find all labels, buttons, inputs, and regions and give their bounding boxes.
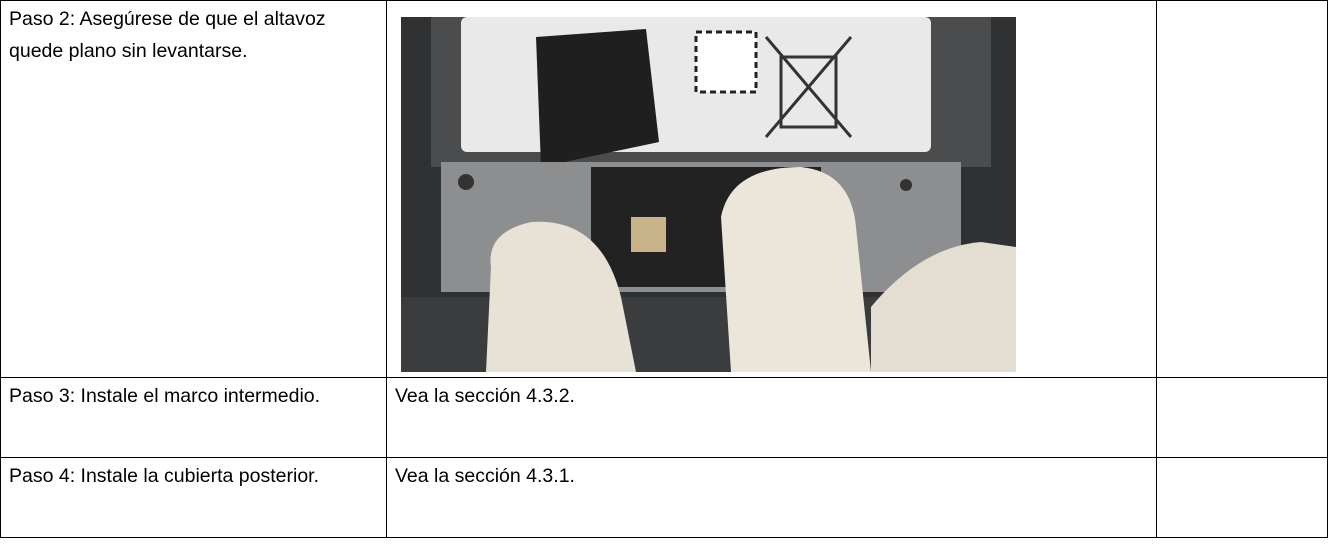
note-cell: Vea la sección 4.3.1. — [386, 457, 1157, 538]
step-cell: Paso 3: Instale el marco intermedio. — [0, 377, 387, 458]
photo — [401, 17, 1016, 372]
empty-cell — [1156, 377, 1328, 458]
image-cell — [386, 0, 1157, 378]
empty-cell — [1156, 457, 1328, 538]
table-row: Paso 2: Asegúrese de que el altavoz qued… — [0, 0, 1328, 378]
table-row: Paso 4: Instale la cubierta posterior. V… — [0, 457, 1328, 538]
step-cell: Paso 4: Instale la cubierta posterior. — [0, 457, 387, 538]
table-row: Paso 3: Instale el marco intermedio. Vea… — [0, 377, 1328, 458]
empty-cell — [1156, 0, 1328, 378]
steps-table: Paso 2: Asegúrese de que el altavoz qued… — [0, 0, 1328, 538]
step-cell: Paso 2: Asegúrese de que el altavoz qued… — [0, 0, 387, 378]
note-cell: Vea la sección 4.3.2. — [386, 377, 1157, 458]
